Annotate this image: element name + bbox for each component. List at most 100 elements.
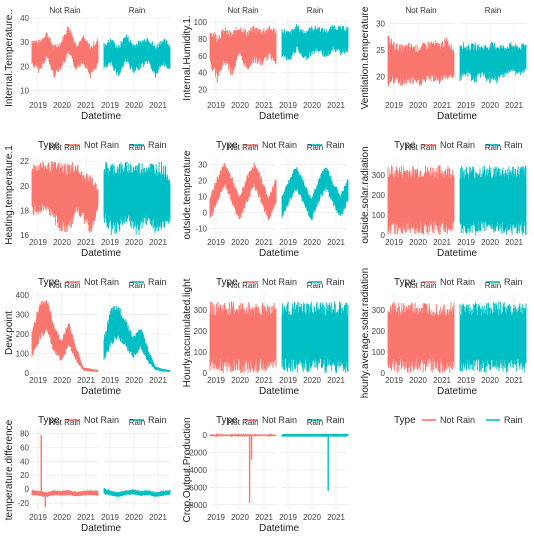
- facet-panel-rain: Rain 2019 2020 2021: [279, 418, 349, 522]
- facet-panel-not-rain: Not Rain 2019 2020 2021: [29, 281, 99, 385]
- y-axis-label: temperature.difference: [4, 419, 15, 520]
- y-tick-label: 100: [372, 348, 386, 357]
- facet-panel-not-rain: Not Rain 2019 2020 2021: [207, 143, 277, 247]
- facet-strip-label: Rain: [129, 281, 145, 290]
- chart-4: Heating.temperature.1 16 18 20 22 Not Rain 201…: [4, 143, 171, 288]
- facet-strip-label: Rain: [129, 143, 145, 152]
- x-tick-label: 2020: [409, 376, 427, 385]
- x-tick-label: 2019: [29, 376, 47, 385]
- x-tick-label: 2021: [433, 101, 451, 110]
- legend-label: Not Rain: [262, 415, 297, 425]
- y-tick-label: -8000: [187, 501, 208, 510]
- y-tick-label: 10: [20, 87, 29, 96]
- x-tick-label: 2020: [53, 376, 71, 385]
- chart-11: Crop.Output.Production-8000 -6000 -4000 -20…: [182, 417, 349, 534]
- x-tick-label: 2019: [101, 101, 119, 110]
- series-line-not-rain: [209, 301, 277, 374]
- x-tick-label: 2019: [385, 238, 403, 247]
- y-tick-label: -10: [195, 225, 207, 234]
- y-axis-label: Dew.point: [4, 311, 15, 355]
- y-axis-label: Internal.Humidity.1.: [182, 15, 193, 100]
- legend: Type Not Rain Rain: [394, 140, 523, 151]
- y-tick-label: 30: [376, 19, 385, 28]
- x-tick-label: 2020: [231, 376, 249, 385]
- x-tick-label: 2019: [29, 101, 47, 110]
- legend-label: Rain: [326, 277, 345, 287]
- series-line-not-rain: [31, 26, 99, 79]
- x-tick-label: 2021: [255, 238, 273, 247]
- y-tick-label: 0: [381, 369, 386, 378]
- series-line-rain: [281, 24, 349, 61]
- facet-strip-label: Rain: [485, 6, 501, 15]
- x-tick-label: 2020: [231, 238, 249, 247]
- x-tick-label: 2019: [207, 238, 225, 247]
- x-tick-label: 2020: [53, 513, 71, 522]
- facet-strip-label: Not Rain: [405, 281, 436, 290]
- x-tick-label: 2019: [457, 101, 475, 110]
- y-tick-label: 0: [203, 431, 208, 440]
- legend-title: Type: [216, 415, 238, 426]
- x-tick-label: 2020: [231, 101, 249, 110]
- x-tick-label: 2020: [125, 376, 143, 385]
- chart-3: Ventilation.temperature 20 25 30 Not Rain 201…: [360, 6, 527, 151]
- series-line-not-rain: [31, 489, 99, 498]
- series-line-not-rain: [387, 301, 455, 373]
- legend-title: Type: [394, 140, 416, 151]
- legend-title: Type: [38, 277, 60, 288]
- chart-5: outside.temperature -10 0 10 20 30 Not Rain 201…: [182, 143, 349, 288]
- legend: Type Not Rain Rain: [394, 415, 523, 426]
- facet-strip-label: Not Rain: [227, 418, 258, 427]
- x-axis-label: Datetime: [81, 248, 121, 259]
- series-line-rain: [103, 305, 171, 373]
- legend-title: Type: [38, 415, 60, 426]
- x-tick-label: 2020: [481, 101, 499, 110]
- legend: Type Not Rain Rain: [38, 415, 167, 426]
- y-tick-label: 200: [372, 191, 386, 200]
- x-tick-label: 2020: [481, 376, 499, 385]
- facet-strip-label: Not Rain: [227, 143, 258, 152]
- x-tick-label: 2020: [125, 513, 143, 522]
- legend-title: Type: [394, 277, 416, 288]
- series-line-not-rain: [209, 25, 277, 83]
- x-tick-label: 2021: [149, 101, 167, 110]
- y-tick-label: 0: [203, 209, 208, 218]
- legend: Type Not Rain Rain: [216, 277, 345, 288]
- y-tick-label: -4000: [187, 466, 208, 475]
- y-tick-label: 300: [16, 310, 30, 319]
- facet-panel-rain: Rain 2019 2020 2021: [457, 281, 527, 385]
- series-line-rain: [103, 34, 171, 78]
- y-tick-label: 300: [372, 306, 386, 315]
- x-axis-label: Datetime: [81, 386, 121, 397]
- legend-label: Rain: [504, 140, 523, 150]
- y-tick-label: 0: [203, 369, 208, 378]
- x-axis-label: Datetime: [259, 523, 299, 534]
- x-tick-label: 2021: [77, 238, 95, 247]
- series-line-not-rain: [31, 300, 99, 373]
- x-axis-label: Datetime: [259, 111, 299, 122]
- series-line-not-rain: [387, 165, 455, 235]
- x-tick-label: 2020: [53, 238, 71, 247]
- facet-strip-label: Not Rain: [49, 418, 80, 427]
- y-tick-label: 40: [198, 69, 207, 78]
- legend-label: Not Rain: [262, 140, 297, 150]
- x-tick-label: 2019: [101, 513, 119, 522]
- facet-strip-label: Not Rain: [405, 143, 436, 152]
- y-tick-label: -20: [17, 499, 29, 508]
- chart-1: Internal.Temperature.. 10 20 30 40 Not Rain 20…: [4, 6, 171, 151]
- x-tick-label: 2020: [303, 238, 321, 247]
- x-axis-label: Datetime: [81, 523, 121, 534]
- x-tick-label: 2020: [303, 101, 321, 110]
- x-tick-label: 2021: [77, 376, 95, 385]
- x-tick-label: 2021: [327, 238, 345, 247]
- facet-strip-label: Rain: [485, 281, 501, 290]
- x-tick-label: 2021: [255, 376, 273, 385]
- y-tick-label: 80: [198, 35, 207, 44]
- x-tick-label: 2019: [279, 513, 297, 522]
- x-axis-label: Datetime: [437, 248, 477, 259]
- x-tick-label: 2021: [505, 376, 523, 385]
- x-tick-label: 2019: [207, 513, 225, 522]
- facet-panel-rain: Rain 2019 2020 2021: [101, 6, 171, 110]
- x-tick-label: 2020: [53, 101, 71, 110]
- x-axis-label: Datetime: [437, 111, 477, 122]
